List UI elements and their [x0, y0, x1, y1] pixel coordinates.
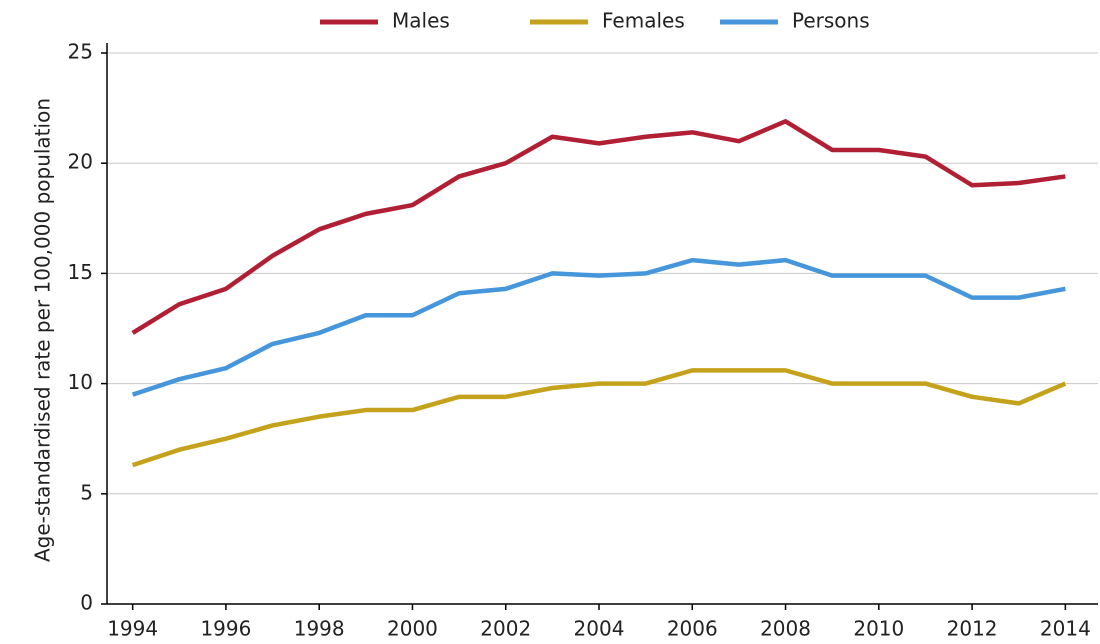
legend-label: Persons [792, 9, 870, 33]
x-tick-label: 2004 [574, 617, 625, 641]
y-tick-label: 0 [80, 591, 93, 615]
y-axis-label: Age-standardised rate per 100,000 popula… [31, 98, 55, 562]
y-tick-label: 25 [68, 40, 93, 64]
x-tick-label: 1998 [294, 617, 345, 641]
x-tick-label: 2008 [760, 617, 811, 641]
x-tick-label: 2014 [1040, 617, 1091, 641]
series-line [131, 119, 1066, 335]
x-tick-label: 1996 [200, 617, 251, 641]
y-tick-label: 20 [68, 150, 93, 174]
y-tick-label: 15 [68, 260, 93, 284]
y-tick-label: 5 [80, 480, 93, 504]
x-tick-label: 2000 [387, 617, 438, 641]
x-tick-label: 2010 [853, 617, 904, 641]
x-tick-label: 2006 [667, 617, 718, 641]
x-tick-label: 1994 [107, 617, 158, 641]
x-tick-label: 2002 [480, 617, 531, 641]
legend-label: Males [392, 9, 450, 33]
series-line [131, 257, 1066, 397]
x-tick-label: 2012 [947, 617, 998, 641]
legend-label: Females [602, 9, 685, 33]
series-line [131, 368, 1067, 468]
y-tick-label: 10 [68, 370, 93, 394]
